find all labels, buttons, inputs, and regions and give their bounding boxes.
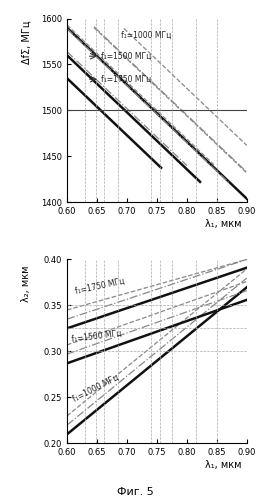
Text: f₁=1000 МГц: f₁=1000 МГц [121, 30, 171, 39]
X-axis label: λ₁, мкм: λ₁, мкм [205, 460, 242, 470]
Text: f₁=1000 МГц: f₁=1000 МГц [71, 373, 120, 404]
Text: f₁=1750 МГц: f₁=1750 МГц [101, 75, 151, 84]
Text: f₁=1500 МГц: f₁=1500 МГц [101, 52, 151, 61]
Y-axis label: λ₂, мкм: λ₂, мкм [21, 265, 31, 301]
Text: Фиг. 5: Фиг. 5 [117, 487, 154, 497]
X-axis label: λ₁, мкм: λ₁, мкм [205, 219, 242, 229]
Text: f₁=1500 МГц: f₁=1500 МГц [71, 329, 122, 344]
Text: f₁=1750 МГц: f₁=1750 МГц [74, 277, 125, 296]
Y-axis label: ΔfΣ, МГц: ΔfΣ, МГц [21, 20, 31, 64]
